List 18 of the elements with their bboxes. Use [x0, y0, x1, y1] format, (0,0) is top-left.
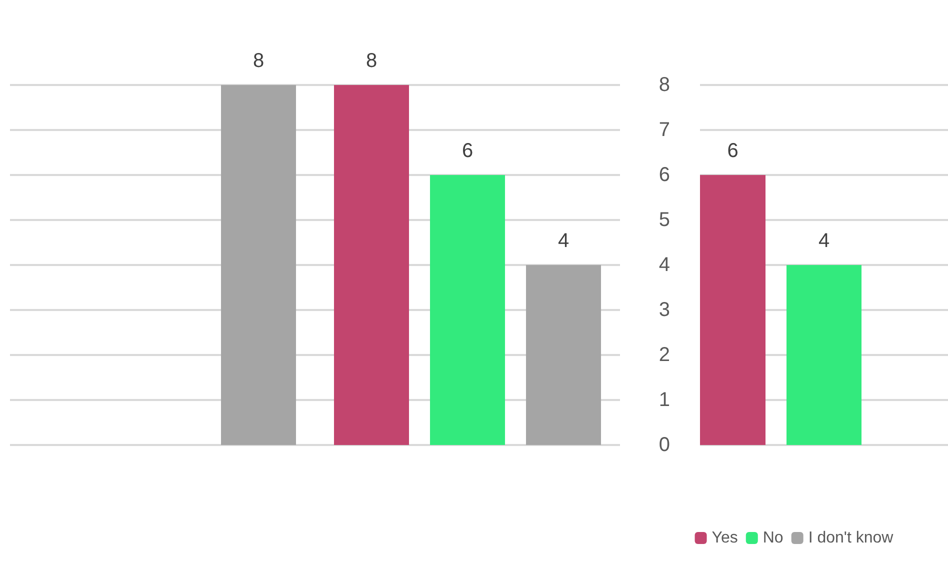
- data-label: 8: [252, 50, 264, 72]
- legend-label: No: [762, 530, 784, 546]
- legend-label: Yes: [712, 530, 738, 546]
- y-tick-label: 5: [658, 209, 670, 231]
- legend-label: I don't know: [808, 530, 894, 546]
- data-label: 6: [727, 140, 738, 162]
- y-tick-label: 8: [658, 74, 670, 96]
- y-tick-label: 4: [658, 254, 670, 276]
- y-tick-label: 6: [658, 164, 670, 186]
- data-label: 4: [558, 230, 570, 252]
- y-tick-label: 3: [658, 299, 670, 321]
- y-tick-label: 7: [658, 119, 670, 141]
- data-label: 8: [366, 50, 378, 72]
- y-tick-label: 2: [658, 344, 670, 366]
- data-label: 6: [462, 140, 474, 162]
- data-label: 4: [818, 230, 830, 252]
- y-tick-label: 1: [658, 389, 670, 411]
- y-tick-label: 0: [658, 434, 670, 456]
